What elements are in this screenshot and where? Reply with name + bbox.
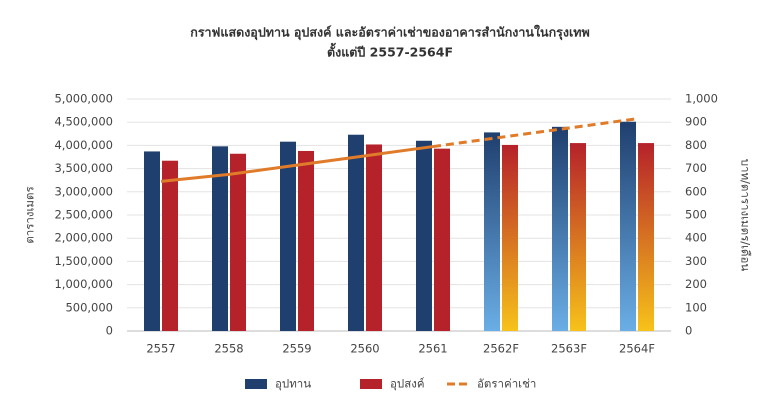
y-tick-label: 0 [106,324,113,338]
y-tick-label: 2,000,000 [54,231,113,245]
x-tick-label: 2558 [214,342,243,356]
x-tick-label: 2559 [282,342,311,356]
legend-label: อุปทาน [275,377,311,391]
y2-tick-label: 100 [685,300,707,314]
y2-tick-label: 200 [685,277,707,291]
y2-tick-label: 600 [685,184,707,198]
bar [280,141,296,331]
y2-tick-label: 700 [685,161,707,175]
legend-label: อัตราค่าเช่า [477,377,536,391]
y2-tick-label: 1,000 [685,92,718,106]
bar [484,132,500,331]
y-tick-label: 3,500,000 [54,161,113,175]
bar [502,144,518,331]
y2-tick-label: 500 [685,208,707,222]
y-tick-label: 2,500,000 [54,208,113,222]
y2-tick-label: 300 [685,254,707,268]
y2-tick-label: 900 [685,115,707,129]
y2-axis-label: บาท/ตารางเมตร/เดือน [739,159,753,272]
x-tick-label: 2560 [350,342,379,356]
x-tick-label: 2561 [418,342,447,356]
bar [416,140,432,331]
y2-tick-label: 800 [685,138,707,152]
y-tick-label: 5,000,000 [54,92,113,106]
line [160,145,434,183]
chart-title: กราฟแสดงอุปทาน อุปสงค์ และอัตราค่าเช่าขอ… [190,25,589,41]
x-tick-label: 2557 [146,342,175,356]
y2-tick-label: 0 [685,324,692,338]
y-tick-label: 3,000,000 [54,184,113,198]
bar [552,126,568,331]
bar [230,153,246,331]
bar [638,143,654,331]
y-tick-label: 4,500,000 [54,115,113,129]
y-tick-label: 500,000 [65,300,113,314]
x-tick-label: 2564F [619,342,655,356]
bar [162,160,178,331]
bar [366,144,382,331]
legend-swatch [245,379,267,389]
legend-swatch [360,379,382,389]
y-tick-label: 1,000,000 [54,277,113,291]
bar [298,150,314,331]
bar [570,143,586,331]
line [432,117,638,149]
y-tick-label: 4,000,000 [54,138,113,152]
x-tick-label: 2563F [551,342,587,356]
x-tick-label: 2562F [483,342,519,356]
y-axis-label: ตารางเมตร [23,186,37,243]
bar [348,134,364,331]
legend-label: อุปสงค์ [390,377,425,391]
chart-subtitle: ตั้งแต่ปี 2557-2564F [327,43,453,60]
bar [144,151,160,331]
bar [620,121,636,332]
bar [434,148,450,331]
bar [212,146,228,331]
y-tick-label: 1,500,000 [54,254,113,268]
y2-tick-label: 400 [685,231,707,245]
